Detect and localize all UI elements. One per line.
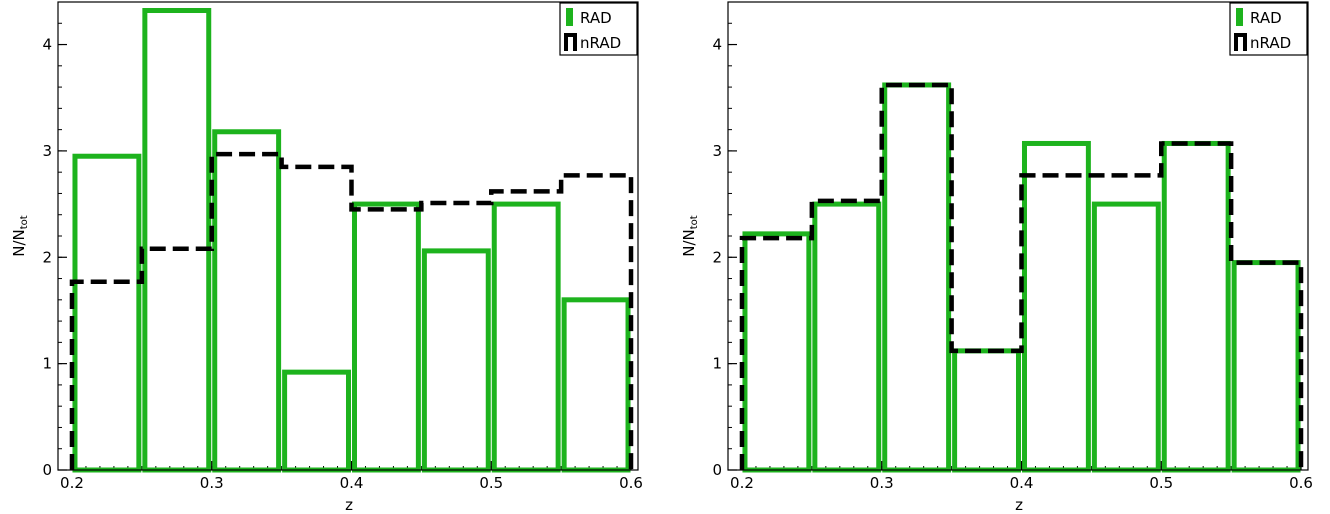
rad-bar: [351, 201, 421, 473]
x-tick-label: 0.4: [1010, 474, 1034, 492]
right-histogram-panel: 0.2 0.3 0.4 0.5 0.6 0 1 2 3 4 z N/Ntot RAD nRAD: [680, 1, 1313, 514]
rad-bar: [421, 248, 491, 473]
x-tick-label: 0.3: [870, 474, 894, 492]
y-tick-label: 2: [42, 248, 52, 266]
y-tick-label: 0: [712, 461, 722, 479]
rad-bar: [882, 82, 952, 473]
rad-bar: [212, 129, 282, 473]
x-tick-label: 0.3: [200, 474, 224, 492]
y-tick-label: 3: [42, 142, 52, 160]
y-axis-title: N/Ntot: [10, 215, 30, 257]
rad-bar: [1231, 260, 1301, 473]
legend: RAD nRAD: [1229, 2, 1308, 56]
legend: RAD nRAD: [559, 2, 638, 56]
x-axis-title: z: [345, 496, 353, 514]
x-axis-title: z: [1015, 496, 1023, 514]
nrad-step-line: [69, 151, 634, 470]
plot-frame: [727, 1, 1309, 471]
y-axis-title-subscript: tot: [689, 215, 700, 229]
legend-label-rad: RAD: [580, 9, 612, 27]
legend-label-rad: RAD: [1250, 9, 1282, 27]
rad-bar: [1091, 201, 1161, 473]
legend-swatch-nrad: [1234, 33, 1247, 51]
rad-bar: [282, 369, 351, 473]
rad-bar: [812, 201, 882, 473]
x-tick-label: 0.4: [340, 474, 364, 492]
x-tick-label: 0.6: [619, 474, 643, 492]
y-axis-title-subscript: tot: [19, 215, 30, 229]
rad-bar: [142, 8, 212, 473]
x-tick-label: 0.2: [730, 474, 754, 492]
x-tick-label: 0.5: [1149, 474, 1173, 492]
y-axis-title: N/Ntot: [680, 215, 700, 257]
rad-bar: [1161, 140, 1231, 473]
x-tick-label: 0.2: [60, 474, 84, 492]
legend-label-nrad: nRAD: [1250, 34, 1291, 52]
legend-swatch-rad: [566, 8, 573, 26]
y-tick-label: 0: [42, 461, 52, 479]
y-tick-label: 1: [712, 355, 722, 373]
y-tick-label: 4: [42, 36, 52, 54]
y-axis-title-main: N/N: [10, 229, 28, 257]
rad-bar: [72, 153, 142, 473]
x-tick-label: 0.5: [479, 474, 503, 492]
legend-label-nrad: nRAD: [580, 34, 621, 52]
y-tick-label: 2: [712, 248, 722, 266]
nrad-step-line: [739, 82, 1304, 470]
rad-bar: [742, 231, 812, 473]
y-axis-title-main: N/N: [680, 229, 698, 257]
rad-bar: [952, 348, 1021, 473]
y-tick-label: 4: [712, 36, 722, 54]
x-tick-label: 0.6: [1289, 474, 1313, 492]
left-histogram-panel: 0.2 0.3 0.4 0.5 0.6 0 1 2 3 4 z N/Ntot RAD nRAD: [10, 1, 643, 514]
legend-swatch-rad: [1236, 8, 1243, 26]
legend-swatch-nrad: [564, 33, 577, 51]
rad-bar: [1021, 140, 1091, 473]
plot-frame: [57, 1, 639, 471]
y-tick-label: 1: [42, 355, 52, 373]
rad-bar: [561, 297, 631, 473]
y-tick-label: 3: [712, 142, 722, 160]
rad-bar: [491, 201, 561, 473]
